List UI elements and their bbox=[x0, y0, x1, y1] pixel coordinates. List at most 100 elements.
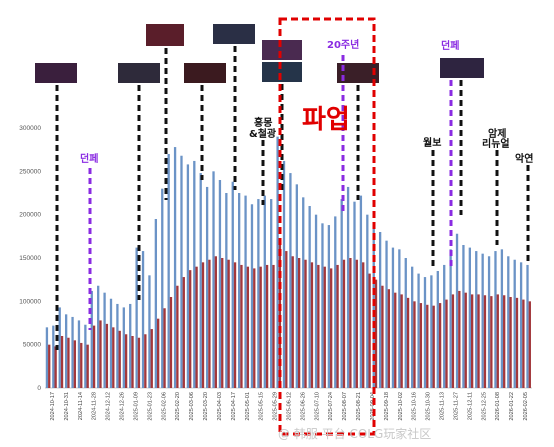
x-tick-label: 2025-07-10 bbox=[314, 392, 320, 421]
bar bbox=[513, 259, 516, 388]
bar bbox=[233, 262, 237, 388]
bar bbox=[522, 299, 525, 388]
character-image-7 bbox=[262, 62, 302, 82]
x-tick-label: 2025-01-09 bbox=[133, 392, 139, 421]
x-tick-label: 2025-06-26 bbox=[300, 392, 306, 421]
bar bbox=[48, 344, 51, 388]
bar bbox=[500, 249, 504, 388]
bar bbox=[417, 273, 420, 388]
bar bbox=[58, 307, 61, 388]
bar bbox=[359, 195, 363, 388]
bar bbox=[385, 240, 388, 388]
bar bbox=[90, 290, 93, 388]
bar bbox=[468, 247, 471, 388]
bar bbox=[451, 294, 455, 388]
bar bbox=[182, 277, 185, 388]
bar bbox=[225, 193, 228, 388]
character-image-4 bbox=[184, 63, 226, 83]
bar bbox=[60, 336, 64, 388]
character-image-9 bbox=[440, 58, 484, 78]
bar bbox=[406, 297, 410, 388]
bar bbox=[464, 292, 467, 388]
character-image-6 bbox=[262, 40, 302, 60]
bar bbox=[302, 197, 305, 388]
x-tick-label: 2025-08-21 bbox=[356, 392, 362, 421]
bar bbox=[84, 324, 87, 388]
bar bbox=[436, 271, 439, 388]
bar bbox=[173, 147, 177, 388]
bar bbox=[366, 214, 369, 388]
bar bbox=[263, 195, 266, 388]
x-tick-label: 2025-03-20 bbox=[203, 392, 209, 421]
bar bbox=[475, 251, 478, 388]
bar bbox=[73, 340, 77, 388]
bar bbox=[250, 204, 254, 388]
bar bbox=[92, 325, 96, 388]
bar bbox=[387, 289, 391, 388]
bar bbox=[438, 303, 442, 388]
annotation-label: 던페 bbox=[441, 39, 459, 52]
x-tick-label: 2025-02-20 bbox=[175, 392, 181, 421]
bar bbox=[330, 268, 333, 388]
x-tick-label: 2025-12-25 bbox=[481, 392, 487, 421]
bars-layer bbox=[45, 136, 531, 388]
bar bbox=[67, 337, 70, 388]
bar bbox=[189, 270, 192, 388]
y-tick-label: 0 bbox=[37, 385, 41, 392]
bar bbox=[272, 264, 275, 388]
bar bbox=[455, 233, 459, 388]
bar bbox=[131, 336, 134, 388]
annotation-label: &철광 bbox=[249, 127, 277, 140]
bar bbox=[295, 184, 298, 388]
bar bbox=[150, 329, 153, 388]
bar bbox=[201, 262, 205, 388]
bar bbox=[64, 314, 68, 388]
x-tick-label: 2024-11-28 bbox=[92, 392, 98, 420]
bar bbox=[334, 216, 337, 388]
bar bbox=[321, 223, 324, 388]
bar bbox=[507, 256, 510, 388]
bar bbox=[289, 173, 292, 388]
x-tick-label: 2024-10-31 bbox=[64, 392, 70, 421]
x-tick-label: 2025-10-02 bbox=[398, 392, 404, 421]
bar bbox=[470, 294, 474, 388]
annotation-label: 파업 bbox=[302, 105, 350, 135]
bar bbox=[238, 193, 241, 388]
x-tick-label: 2025-04-17 bbox=[231, 392, 237, 421]
bar bbox=[509, 297, 512, 388]
annotation-label: 20주년 bbox=[327, 38, 359, 51]
bar bbox=[398, 249, 401, 388]
bar bbox=[413, 301, 416, 388]
bar bbox=[314, 214, 318, 388]
bar bbox=[355, 259, 358, 388]
bar bbox=[97, 285, 100, 388]
character-image-8 bbox=[337, 63, 379, 83]
bar bbox=[394, 292, 397, 388]
x-tick-label: 2025-01-23 bbox=[147, 392, 153, 421]
bar bbox=[297, 258, 301, 388]
bar bbox=[221, 258, 224, 388]
bar bbox=[503, 295, 506, 388]
bar bbox=[52, 325, 55, 388]
x-tick-label: 2024-11-14 bbox=[78, 392, 84, 420]
bar bbox=[246, 266, 250, 388]
bar bbox=[240, 264, 243, 388]
bar bbox=[310, 262, 314, 388]
bar bbox=[353, 201, 356, 388]
bar bbox=[276, 136, 279, 388]
bar bbox=[161, 188, 164, 388]
bar bbox=[105, 323, 109, 388]
x-tick-label: 2024-12-26 bbox=[120, 392, 126, 421]
y-tick-label: 100000 bbox=[19, 298, 41, 305]
x-tick-label: 2025-11-27 bbox=[453, 392, 459, 420]
bar bbox=[349, 258, 352, 388]
x-tick-label: 2025-09-18 bbox=[384, 392, 390, 421]
event-lines bbox=[55, 46, 530, 350]
bar bbox=[528, 301, 531, 388]
bar bbox=[291, 256, 294, 388]
bar bbox=[253, 268, 256, 388]
annotation-label: 악연 bbox=[515, 152, 533, 165]
bar bbox=[227, 259, 230, 388]
bar bbox=[362, 262, 365, 388]
